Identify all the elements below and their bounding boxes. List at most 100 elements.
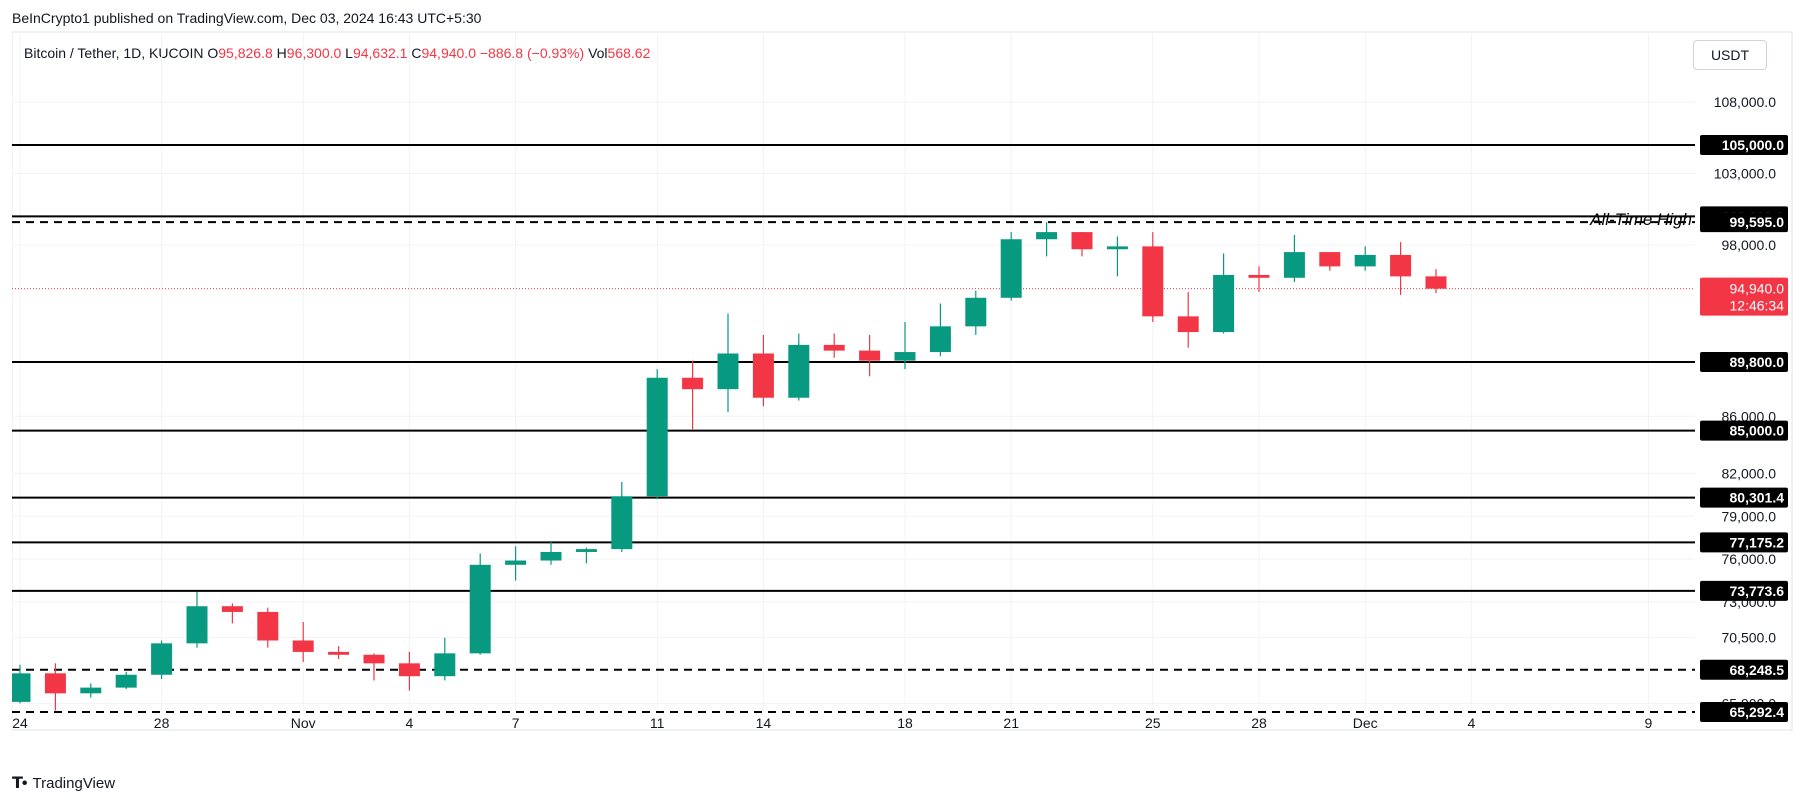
price-level-tag bbox=[1700, 702, 1788, 722]
close-value: 94,940.0 bbox=[421, 45, 476, 61]
candle-body[interactable] bbox=[752, 353, 774, 398]
price-level-tag-label: 65,292.4 bbox=[1730, 704, 1785, 720]
price-axis-tick-label: 70,500.0 bbox=[1722, 630, 1777, 646]
price-axis-tick-label: 79,000.0 bbox=[1722, 508, 1777, 524]
volume-value: 568.62 bbox=[607, 45, 651, 61]
open-value: 95,826.8 bbox=[218, 45, 273, 61]
price-axis-tick-label: 82,000.0 bbox=[1722, 465, 1777, 481]
bar-countdown-label: 12:46:34 bbox=[1730, 298, 1785, 314]
candle-body[interactable] bbox=[221, 606, 243, 612]
price-level-tag-label: 85,000.0 bbox=[1730, 423, 1785, 439]
price-level-tag-label: 73,773.6 bbox=[1730, 583, 1785, 599]
price-level-tag-label: 68,248.5 bbox=[1730, 662, 1785, 678]
price-level-tag-label: 80,301.4 bbox=[1730, 490, 1785, 506]
price-level-tag bbox=[1700, 352, 1788, 373]
candle-body[interactable] bbox=[823, 344, 845, 351]
candle-body[interactable] bbox=[859, 350, 881, 361]
candle-body[interactable] bbox=[363, 654, 385, 664]
x-axis-tick-label: 24 bbox=[12, 715, 28, 731]
x-axis-tick-label: 21 bbox=[1003, 715, 1019, 731]
price-level-tag bbox=[1700, 659, 1788, 680]
candle-body[interactable] bbox=[505, 560, 527, 565]
x-axis-tick-label: 11 bbox=[650, 715, 665, 731]
candle-body[interactable] bbox=[328, 651, 350, 655]
price-level-tag bbox=[1700, 420, 1788, 441]
candle-body[interactable] bbox=[1000, 239, 1022, 298]
price-level-tag bbox=[1700, 135, 1788, 155]
x-axis-tick-label: 14 bbox=[756, 715, 772, 731]
x-axis-tick-label: Dec bbox=[1353, 715, 1378, 731]
left-edge-mask bbox=[0, 32, 12, 730]
x-axis-tick-label: 28 bbox=[1251, 715, 1267, 731]
candle-body[interactable] bbox=[44, 673, 66, 694]
candle-body[interactable] bbox=[1283, 252, 1305, 278]
candle-body[interactable] bbox=[1106, 246, 1128, 250]
price-level-tag-label: 105,000.0 bbox=[1722, 137, 1784, 153]
candle-body[interactable] bbox=[540, 551, 562, 561]
candle-body[interactable] bbox=[398, 663, 420, 677]
candle-body[interactable] bbox=[186, 606, 208, 644]
price-level-tag bbox=[1700, 532, 1788, 553]
chart-frame bbox=[11, 31, 1793, 731]
publisher-line: BeInCrypto1 published on TradingView.com… bbox=[12, 10, 482, 26]
candle-body[interactable] bbox=[1390, 254, 1412, 277]
price-level-tag-label: 77,175.2 bbox=[1730, 534, 1785, 550]
candle-body[interactable] bbox=[115, 674, 137, 688]
volume-label: Vol bbox=[588, 45, 608, 61]
candle-body[interactable] bbox=[1071, 232, 1093, 250]
candle-body[interactable] bbox=[965, 297, 987, 327]
all-time-high-annotation: All-Time High bbox=[1589, 210, 1692, 229]
tradingview-logo-icon: 𝗧• bbox=[12, 775, 27, 792]
low-value: 94,632.1 bbox=[352, 45, 408, 61]
price-axis-tick-label: 108,000.0 bbox=[1714, 94, 1776, 110]
candle-body[interactable] bbox=[257, 611, 279, 641]
symbol-label[interactable]: Bitcoin / Tether, 1D, KUCOIN bbox=[24, 45, 204, 61]
x-axis-tick-label: Nov bbox=[291, 715, 316, 731]
candle-body[interactable] bbox=[1248, 274, 1270, 278]
candle-body[interactable] bbox=[611, 496, 633, 550]
candle-body[interactable] bbox=[1213, 274, 1235, 333]
candle-body[interactable] bbox=[646, 377, 668, 497]
candle-body[interactable] bbox=[292, 640, 314, 652]
price-level-tag bbox=[1700, 487, 1788, 508]
current-price-tag bbox=[1700, 277, 1788, 316]
price-level-tag-label: 99,595.0 bbox=[1730, 214, 1785, 230]
candle-body[interactable] bbox=[469, 564, 491, 654]
candle-body[interactable] bbox=[151, 643, 173, 675]
candle-body[interactable] bbox=[1319, 252, 1341, 267]
x-axis-tick-label: 4 bbox=[1468, 715, 1476, 731]
high-value: 96,300.0 bbox=[286, 45, 342, 61]
x-axis-tick-label: 25 bbox=[1145, 715, 1161, 731]
candle-body[interactable] bbox=[788, 344, 810, 398]
candle-body[interactable] bbox=[717, 353, 739, 390]
high-label: H bbox=[276, 45, 287, 61]
candle-body[interactable] bbox=[929, 326, 951, 353]
x-axis-tick-label: 4 bbox=[406, 715, 414, 731]
price-axis-tick-label: 76,000.0 bbox=[1722, 551, 1777, 567]
candle-body[interactable] bbox=[434, 653, 456, 677]
x-axis-tick-label: 7 bbox=[512, 715, 520, 731]
candle-body[interactable] bbox=[894, 352, 916, 361]
candle-body[interactable] bbox=[1425, 276, 1447, 289]
ohlc-legend: Bitcoin / Tether, 1D, KUCOIN O95,826.8 H… bbox=[24, 45, 650, 61]
footer-brand-label: TradingView bbox=[32, 774, 116, 792]
candle-body[interactable] bbox=[1142, 246, 1164, 317]
candle-body[interactable] bbox=[1177, 316, 1199, 333]
price-chart[interactable]: 24 28 Nov 4 7 11 14 18 21 25 28 Dec 4 9 108,000.0 103,0… bbox=[0, 0, 1805, 760]
close-label: C bbox=[411, 45, 422, 61]
footer-brand[interactable]: 𝗧• TradingView bbox=[12, 773, 115, 793]
price-axis-tick-label: 103,000.0 bbox=[1714, 166, 1776, 182]
currency-selector-button[interactable]: USDT bbox=[1693, 40, 1767, 70]
candle-body[interactable] bbox=[575, 549, 597, 552]
candle-body[interactable] bbox=[9, 673, 31, 702]
x-axis-tick-label: 9 bbox=[1645, 715, 1653, 731]
x-axis-tick-label: 18 bbox=[897, 715, 913, 731]
price-axis-tick-label: 86,000.0 bbox=[1722, 408, 1777, 424]
candle-body[interactable] bbox=[80, 687, 102, 694]
price-level-tag bbox=[1700, 212, 1788, 233]
candle-body[interactable] bbox=[1354, 254, 1376, 267]
current-price-tag-label: 94,940.0 bbox=[1730, 281, 1785, 297]
open-label: O bbox=[207, 45, 219, 61]
candle-body[interactable] bbox=[1036, 232, 1058, 240]
candle-body[interactable] bbox=[682, 377, 704, 390]
